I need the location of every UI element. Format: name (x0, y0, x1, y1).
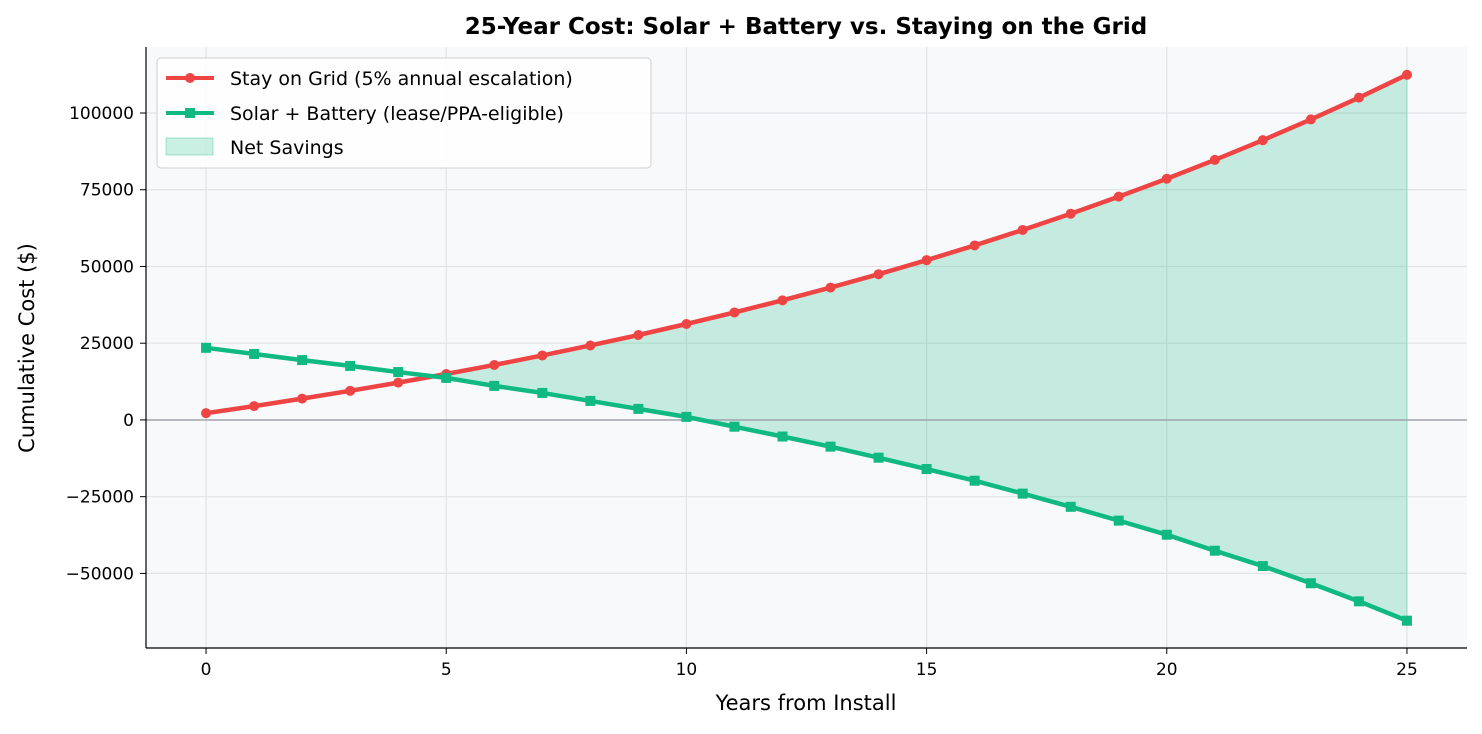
solar-data-point (1209, 545, 1220, 556)
ticks-group: 0 5 10 15 20 25 −50000 −25000 0 25000 50000 75000 10… (66, 104, 1418, 680)
grid-data-point (585, 340, 596, 351)
y-tick-label: −50000 (66, 564, 134, 584)
grid-data-point (969, 240, 980, 251)
grid-data-point (1305, 114, 1316, 125)
x-tick-label: 20 (1156, 660, 1178, 680)
solar-series-line (205, 345, 1408, 623)
grid-data-point (777, 295, 788, 306)
solar-data-point (537, 387, 548, 398)
y-tick-label: 25000 (80, 334, 134, 354)
y-tick-label: 75000 (80, 181, 134, 201)
legend-solar-marker (185, 108, 195, 118)
y-axis-label: Cumulative Cost ($) (15, 243, 39, 453)
solar-data-point (1353, 596, 1364, 607)
grid-data-point (681, 319, 692, 330)
grid-data-point (489, 359, 500, 370)
solar-data-point (1113, 515, 1124, 526)
solar-data-point (825, 441, 836, 452)
solar-data-point (873, 452, 884, 463)
legend-box (156, 57, 652, 169)
solar-data-point (777, 431, 788, 442)
legend-grid-marker (185, 73, 195, 83)
grid-data-point (729, 307, 740, 318)
grid-data-point (249, 401, 260, 412)
solar-data-point (1065, 501, 1076, 512)
solar-data-point (729, 421, 740, 432)
x-tick-label: 0 (201, 660, 212, 680)
legend-solar-label: Solar + Battery (lease/PPA-eligible) (230, 103, 564, 125)
grid-data-point (921, 255, 932, 266)
grid-data-point (1065, 208, 1076, 219)
solar-data-point (1401, 615, 1412, 626)
grid-data-point (393, 377, 404, 388)
grid-data-point (1113, 191, 1124, 202)
solar-data-point (681, 411, 692, 422)
grid-data-point (201, 408, 212, 419)
series-group (201, 69, 1412, 626)
solar-data-point (1161, 529, 1172, 540)
solar-data-point (441, 372, 452, 383)
solar-data-point (345, 360, 356, 371)
solar-data-point (489, 380, 500, 391)
grid-data-point (1017, 224, 1028, 235)
solar-data-point (201, 342, 212, 353)
x-tick-label: 10 (676, 660, 698, 680)
solar-data-point (297, 355, 308, 366)
grid-data-point (297, 393, 308, 404)
grid-data-point (537, 350, 548, 361)
x-tick-label: 15 (916, 660, 938, 680)
solar-data-point (1305, 578, 1316, 589)
legend-savings-swatch (165, 137, 214, 156)
grid-data-point (1401, 69, 1412, 80)
solar-data-point (633, 403, 644, 414)
y-tick-label: −25000 (66, 488, 134, 508)
solar-data-point (1017, 488, 1028, 499)
solar-data-point (585, 395, 596, 406)
chart-title: 25-Year Cost: Solar + Battery vs. Stayin… (465, 14, 1147, 40)
x-axis-label: Years from Install (715, 691, 897, 715)
grid-data-point (1353, 92, 1364, 103)
grid-data-point (1257, 135, 1268, 146)
solar-data-point (921, 464, 932, 475)
solar-data-point (1257, 561, 1268, 572)
y-tick-label: 100000 (69, 104, 134, 124)
x-tick-label: 5 (441, 660, 452, 680)
grid-data-point (873, 269, 884, 280)
solar-data-point (249, 348, 260, 359)
grid-data-point (1161, 173, 1172, 184)
grid-data-point (1209, 154, 1220, 165)
legend: Stay on Grid (5% annual escalation) Sola… (156, 57, 652, 169)
grid-series-line (205, 72, 1408, 416)
grid-data-point (345, 385, 356, 396)
legend-grid-label: Stay on Grid (5% annual escalation) (230, 68, 573, 90)
y-tick-label: 0 (123, 411, 134, 431)
x-tick-label: 25 (1396, 660, 1418, 680)
grid-data-point (825, 282, 836, 293)
solar-data-point (969, 475, 980, 486)
y-tick-label: 50000 (80, 257, 134, 277)
grid-data-point (633, 330, 644, 341)
solar-data-point (393, 367, 404, 378)
legend-savings-label: Net Savings (230, 137, 344, 159)
